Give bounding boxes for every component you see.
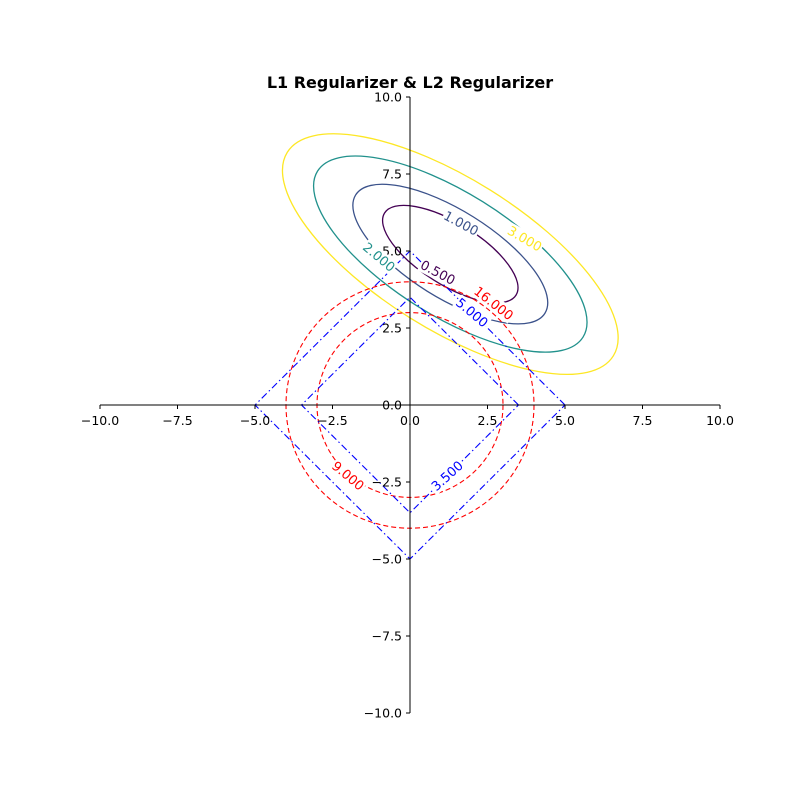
l2-contour-label-9-000: 9.000: [328, 459, 366, 494]
loss-contour-2.000: [312, 155, 588, 353]
chart-title: L1 Regularizer & L2 Regularizer: [267, 73, 553, 92]
l2-contour-label-16-000-bg: [470, 283, 517, 324]
loss-contour-label-1-000: 1.000: [441, 209, 481, 240]
loss-contour-label-0-500-bg: [417, 256, 459, 289]
x-tick-label-8: 10.0: [706, 413, 734, 428]
x-tick-label-0: −10.0: [81, 413, 119, 428]
y-tick-label-2: −5.0: [372, 552, 402, 567]
y-tick-label-5: 2.5: [382, 321, 402, 336]
axes-layer: −10.0 −7.5 −5.0 −2.5 0.0 2.5 5.0 7.5 10.0 −10.0 −7…: [81, 90, 734, 721]
loss-contour-label-3-000-group: 3.000: [504, 222, 546, 255]
l1-contour-label-5-000-bg: [452, 294, 492, 331]
y-tick-label-0: −10.0: [364, 706, 402, 721]
x-tick-label-3: −2.5: [317, 413, 347, 428]
loss-contour-label-0-500: 0.500: [417, 258, 457, 289]
x-tick-label-2: −5.0: [240, 413, 270, 428]
l2-contour-label-9-000-bg: [328, 457, 368, 495]
loss-contour-label-3-000: 3.000: [504, 224, 544, 256]
y-tick-label-8: 10.0: [374, 90, 402, 105]
loss-contour-3.000: [281, 133, 619, 376]
loss-contour-label-1-000-bg: [440, 207, 482, 240]
y-tick-label-3: −2.5: [372, 475, 402, 490]
contour-labels-layer: 0.5001.0002.0003.0009.00016.0003.5005.00…: [328, 207, 546, 495]
loss-contour-label-2-000-bg: [359, 238, 399, 276]
loss-contour-label-1-000-group: 1.000: [440, 207, 482, 240]
x-tick-label-1: −7.5: [162, 413, 192, 428]
loss-contour-label-3-000-bg: [504, 222, 546, 255]
y-tick-label-1: −7.5: [372, 629, 402, 644]
x-tick-label-6: 5.0: [555, 413, 575, 428]
l1-contour-label-3-500-bg: [427, 457, 467, 495]
x-tick-label-7: 7.5: [633, 413, 653, 428]
x-tick-label-4: 0.0: [400, 413, 420, 428]
x-tick-label-5: 2.5: [478, 413, 498, 428]
loss-contour-1.000: [352, 183, 549, 325]
l2-contour-label-9-000-group: 9.000: [328, 457, 368, 495]
y-tick-label-7: 7.5: [382, 167, 402, 182]
contours-layer: [254, 133, 619, 560]
y-tick-label-4: 0.0: [382, 398, 402, 413]
